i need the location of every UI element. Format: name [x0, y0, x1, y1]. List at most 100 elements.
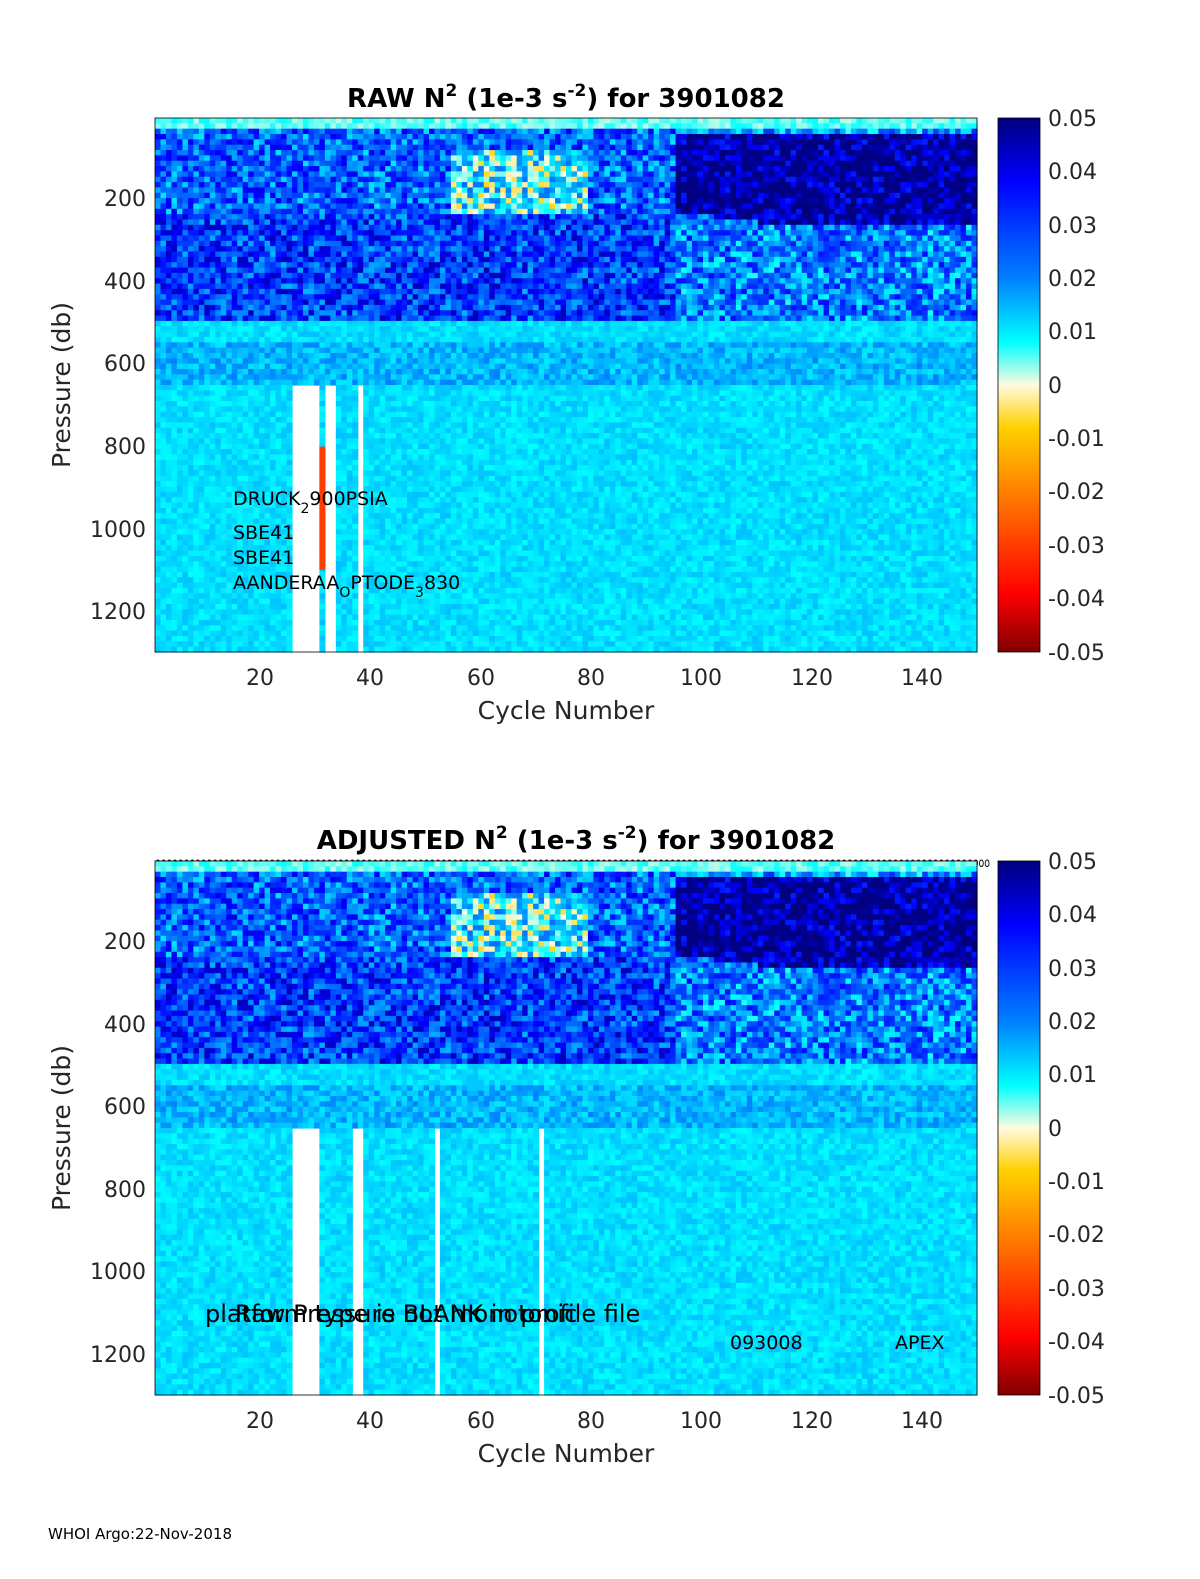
heatmap-cell [390, 427, 397, 434]
heatmap-cell [182, 219, 189, 226]
heatmap-cell [429, 438, 436, 445]
heatmap-cell [385, 481, 392, 488]
heatmap-cell [379, 609, 386, 616]
heatmap-cell [292, 374, 299, 381]
heatmap-cell [275, 240, 282, 247]
heatmap-cell [259, 150, 266, 156]
heatmap-cell [308, 283, 315, 290]
heatmap-cell [324, 150, 331, 156]
heatmap-cell [259, 267, 266, 274]
heatmap-cell [308, 139, 315, 146]
heatmap-cell [165, 368, 173, 375]
heatmap-cell [204, 155, 211, 162]
heatmap-cell [357, 267, 364, 274]
heatmap-cell [231, 192, 238, 199]
heatmap-cell [248, 144, 255, 151]
heatmap-cell [275, 406, 282, 413]
heatmap-cell [379, 593, 386, 600]
heatmap-cell [423, 417, 430, 423]
heatmap-cell [226, 438, 233, 445]
heatmap-cell [363, 192, 370, 199]
heatmap-cell [215, 433, 222, 439]
heatmap-cell [346, 550, 353, 557]
heatmap-cell [215, 278, 222, 285]
heatmap-cell [198, 262, 205, 269]
heatmap-cell [401, 128, 408, 135]
heatmap-cell [374, 358, 381, 365]
heatmap-cell [401, 198, 408, 205]
heatmap-cell [226, 267, 233, 274]
heatmap-cell [286, 331, 293, 338]
heatmap-cell [423, 272, 430, 279]
heatmap-cell [363, 288, 370, 295]
heatmap-cell [204, 465, 211, 472]
heatmap-cell [209, 577, 216, 584]
heatmap-cell [434, 352, 441, 359]
heatmap-cell [275, 395, 282, 402]
heatmap-cell [160, 294, 167, 301]
heatmap-cell [242, 288, 249, 295]
heatmap-cell [176, 635, 183, 642]
heatmap-cell [155, 342, 162, 349]
heatmap-cell [281, 433, 288, 439]
heatmap-cell [352, 294, 359, 301]
heatmap-cell [182, 491, 189, 498]
heatmap-cell [155, 593, 162, 600]
heatmap-cell [155, 390, 162, 397]
heatmap-cell [275, 635, 282, 642]
heatmap-cell [374, 155, 381, 162]
heatmap-cell [429, 235, 436, 242]
heatmap-cell [439, 342, 447, 349]
heatmap-cell [363, 198, 370, 205]
heatmap-cell [253, 128, 260, 135]
heatmap-cell [302, 155, 310, 162]
heatmap-cell [434, 449, 441, 456]
heatmap-cell [407, 128, 414, 135]
heatmap-cell [231, 219, 238, 226]
heatmap-cell [418, 518, 425, 525]
heatmap-cell [368, 459, 375, 466]
heatmap-cell [407, 614, 414, 621]
heatmap-cell [379, 363, 386, 370]
heatmap-cell [423, 155, 430, 162]
heatmap-cell [412, 635, 419, 642]
heatmap-cell [231, 288, 238, 295]
heatmap-cell [385, 577, 392, 584]
heatmap-cell [171, 502, 178, 509]
heatmap-cell [215, 352, 222, 359]
heatmap-cell [237, 465, 244, 472]
heatmap-cell [368, 182, 375, 189]
heatmap-cell [275, 176, 282, 183]
heatmap-cell [390, 139, 397, 146]
heatmap-cell [182, 395, 189, 402]
heatmap-cell [220, 491, 227, 498]
heatmap-cell [335, 502, 342, 509]
heatmap-cell [401, 438, 408, 445]
heatmap-cell [363, 176, 370, 183]
heatmap-cell [259, 465, 266, 472]
heatmap-cell [237, 566, 244, 573]
heatmap-cell [407, 182, 414, 189]
heatmap-cell [215, 128, 222, 135]
heatmap-cell [439, 374, 447, 381]
heatmap-cell [439, 352, 447, 359]
heatmap-cell [182, 246, 189, 253]
heatmap-cell [418, 401, 425, 407]
heatmap-cell [248, 374, 255, 381]
heatmap-cell [346, 614, 353, 621]
heatmap-cell [429, 299, 436, 306]
heatmap-cell [231, 208, 238, 215]
heatmap-cell [330, 235, 337, 242]
heatmap-cell [160, 433, 167, 439]
heatmap-cell [193, 171, 200, 178]
heatmap-cell [423, 390, 430, 397]
heatmap-cell [434, 614, 441, 621]
heatmap-cell [445, 208, 452, 215]
heatmap-cell [401, 603, 408, 610]
heatmap-cell [198, 352, 205, 359]
heatmap-cell [341, 422, 348, 429]
heatmap-cell [155, 566, 162, 573]
heatmap-cell [220, 315, 227, 322]
heatmap-cell [165, 502, 173, 509]
heatmap-cell [418, 230, 425, 237]
